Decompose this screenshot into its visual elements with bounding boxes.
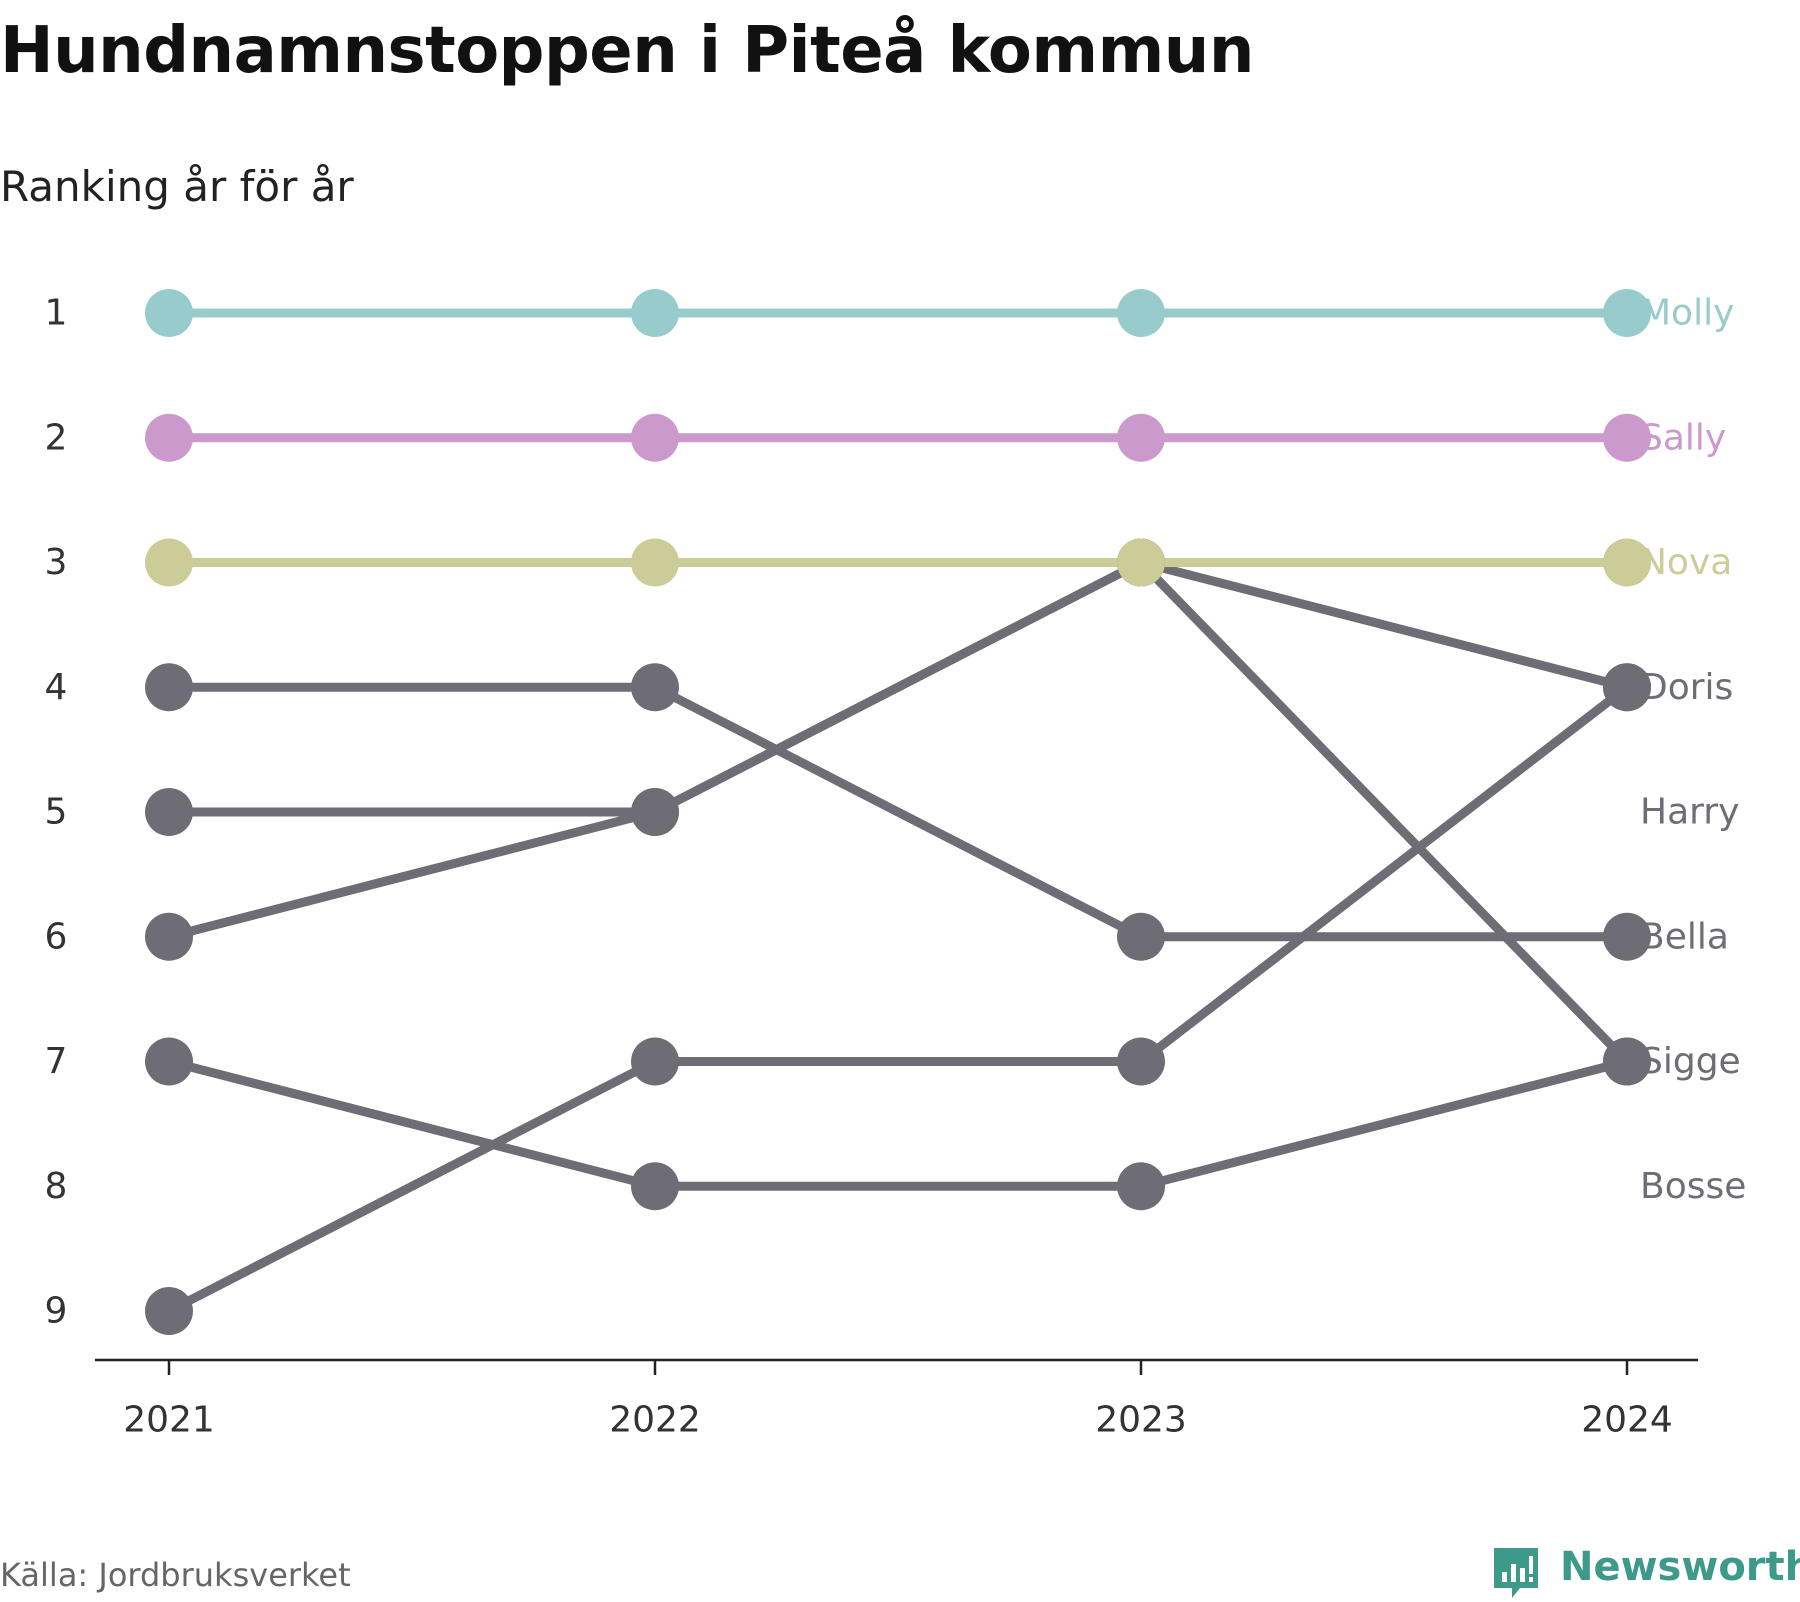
series-line xyxy=(164,558,1632,1066)
series-label: Doris xyxy=(1640,667,1733,708)
data-point xyxy=(631,1037,679,1086)
data-point xyxy=(145,413,193,462)
series-label: Nova xyxy=(1640,542,1732,583)
y-tick-label: 6 xyxy=(45,916,68,957)
series-end-labels: Molly Sally Nova Doris Harry Bella Sigge Bosse xyxy=(1640,293,1746,1207)
data-point xyxy=(1603,912,1651,961)
data-point xyxy=(1117,1162,1165,1211)
series-label: Sigge xyxy=(1640,1041,1741,1082)
y-tick-label: 2 xyxy=(45,417,68,458)
data-point xyxy=(1603,289,1651,337)
y-tick-label: 5 xyxy=(45,792,68,833)
x-tick-label: 2022 xyxy=(609,1400,701,1441)
data-point xyxy=(631,413,679,462)
brand-name: Newsworthy xyxy=(1560,1544,1800,1590)
series-line xyxy=(164,1057,1632,1191)
x-axis: 2021 2022 2023 2024 xyxy=(95,1358,1698,1441)
series-label: Harry xyxy=(1640,792,1739,833)
data-point xyxy=(631,788,679,836)
y-tick-label: 4 xyxy=(45,667,68,708)
x-tick-label: 2024 xyxy=(1581,1400,1673,1441)
chart-title: Hundnamnstoppen i Piteå kommun xyxy=(0,14,1254,88)
data-point xyxy=(1117,1037,1165,1086)
y-tick-label: 9 xyxy=(45,1291,68,1332)
data-point xyxy=(145,912,193,961)
y-tick-label: 1 xyxy=(45,293,68,334)
data-point xyxy=(1117,289,1165,337)
data-point xyxy=(1117,413,1165,462)
series-label: Sally xyxy=(1640,417,1726,458)
y-tick-label: 3 xyxy=(45,542,68,583)
series-line xyxy=(164,682,1632,942)
data-point xyxy=(1117,912,1165,961)
data-point xyxy=(1603,1037,1651,1086)
data-point xyxy=(145,1287,193,1335)
data-point xyxy=(145,663,193,712)
data-point xyxy=(631,289,679,337)
data-point xyxy=(631,663,679,712)
newsworthy-logo-icon xyxy=(1494,1548,1538,1598)
data-point xyxy=(1603,663,1651,712)
series-label: Bella xyxy=(1640,916,1729,957)
data-point xyxy=(145,289,193,337)
data-point xyxy=(631,538,679,587)
source-note: Källa: Jordbruksverket xyxy=(0,1556,351,1594)
series-line xyxy=(164,682,1632,1316)
series-label: Molly xyxy=(1640,293,1734,334)
data-point xyxy=(631,1162,679,1211)
data-point xyxy=(145,788,193,836)
data-point xyxy=(145,538,193,587)
data-point xyxy=(1603,538,1651,587)
data-point xyxy=(1603,413,1651,462)
y-axis: 1 2 3 4 5 6 7 8 9 xyxy=(45,293,68,1332)
x-tick-label: 2023 xyxy=(1095,1400,1187,1441)
data-point xyxy=(145,1037,193,1086)
series-points xyxy=(145,289,1651,1335)
series-line xyxy=(164,558,1632,942)
x-tick-label: 2021 xyxy=(123,1400,215,1441)
series-lines xyxy=(164,308,1632,1316)
series-label: Bosse xyxy=(1640,1166,1746,1207)
chart-subtitle: Ranking år för år xyxy=(0,162,354,211)
y-tick-label: 7 xyxy=(45,1041,68,1082)
data-point xyxy=(1117,538,1165,587)
brand-logo: Newsworthy xyxy=(1490,1540,1800,1600)
y-tick-label: 8 xyxy=(45,1166,68,1207)
